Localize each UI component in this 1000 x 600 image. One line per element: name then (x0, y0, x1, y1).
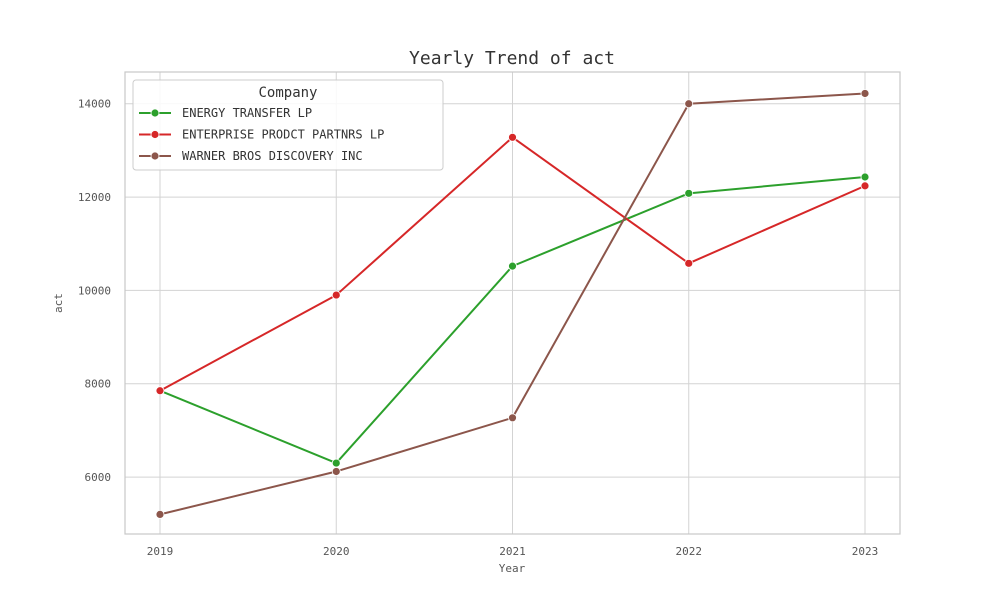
data-point (684, 188, 694, 198)
x-tick-label: 2022 (676, 545, 703, 558)
y-tick-label: 10000 (78, 284, 111, 297)
y-tick-label: 12000 (78, 191, 111, 204)
plot-frame (124, 71, 901, 535)
series-group (155, 132, 870, 396)
x-axis-label: Year (499, 562, 526, 575)
data-point (331, 467, 341, 476)
data-point (860, 172, 870, 182)
legend-label: ENERGY TRANSFER LP (182, 106, 312, 120)
y-axis-label: act (52, 293, 65, 313)
legend-label: WARNER BROS DISCOVERY INC (182, 149, 363, 163)
legend-item: WARNER BROS DISCOVERY INC (139, 149, 363, 163)
legend-item: ENTERPRISE PRODCT PARTNRS LP (139, 128, 384, 142)
x-tick-label: 2019 (147, 545, 174, 558)
y-tick-label: 6000 (85, 471, 112, 484)
legend: Company ENERGY TRANSFER LP ENTERPRISE PRO… (132, 79, 444, 171)
legend-label: ENTERPRISE PRODCT PARTNRS LP (182, 128, 384, 142)
axis-ticks: 2019 2020 2021 2022 2023 6000 8000 10000 12000 14… (78, 98, 878, 558)
x-tick-label: 2020 (323, 545, 350, 558)
data-point (860, 89, 870, 98)
legend-item: ENERGY TRANSFER LP (139, 106, 312, 120)
y-tick-label: 14000 (78, 98, 111, 111)
chart-title: Yearly Trend of act (409, 48, 615, 69)
y-tick-label: 8000 (85, 378, 112, 391)
data-point (860, 181, 870, 191)
x-tick-label: 2023 (852, 545, 879, 558)
data-point (331, 458, 341, 468)
series-lines (155, 89, 870, 519)
legend-marker (150, 151, 160, 161)
data-point (508, 132, 517, 142)
legend-marker (150, 130, 160, 139)
data-point (155, 510, 165, 519)
data-point (508, 261, 517, 271)
data-point (155, 386, 165, 396)
data-point (331, 290, 341, 300)
legend-items: ENERGY TRANSFER LP ENTERPRISE PRODCT PART… (139, 106, 384, 163)
data-point (508, 413, 517, 423)
legend-marker (150, 108, 160, 118)
data-point (684, 99, 694, 109)
x-tick-label: 2021 (499, 545, 526, 558)
legend-title: Company (258, 85, 317, 101)
series-group (155, 89, 870, 519)
data-point (684, 258, 694, 268)
legend-box (132, 79, 444, 171)
